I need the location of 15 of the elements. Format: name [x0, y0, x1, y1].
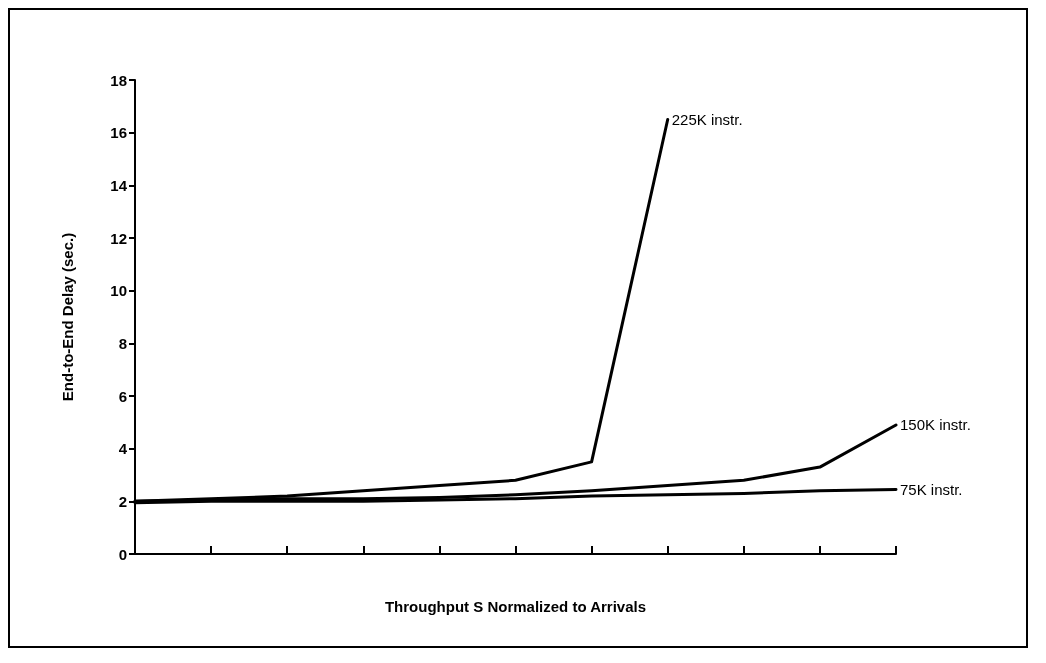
y-tick-label: 12 — [110, 229, 127, 247]
x-axis-title: Throughput S Normalized to Arrivals — [384, 598, 647, 615]
y-tick-label: 8 — [118, 334, 127, 352]
series-label: 150K instr. — [900, 416, 971, 434]
y-tick-label: 6 — [118, 387, 127, 405]
y-tick-label: 16 — [110, 124, 127, 142]
y-tick-label: 14 — [110, 176, 128, 194]
series-label: 225K instr. — [671, 111, 743, 128]
y-tick-label: 4 — [118, 440, 128, 458]
series-label: 75K instr. — [900, 480, 963, 498]
y-tick-label: 10 — [110, 282, 127, 300]
y-tick-label: 18 — [110, 71, 127, 89]
y-axis-title: End-to-End Delay (sec.) — [59, 232, 76, 402]
y-tick-label: 0 — [118, 545, 127, 563]
y-tick-label: 2 — [118, 492, 127, 510]
